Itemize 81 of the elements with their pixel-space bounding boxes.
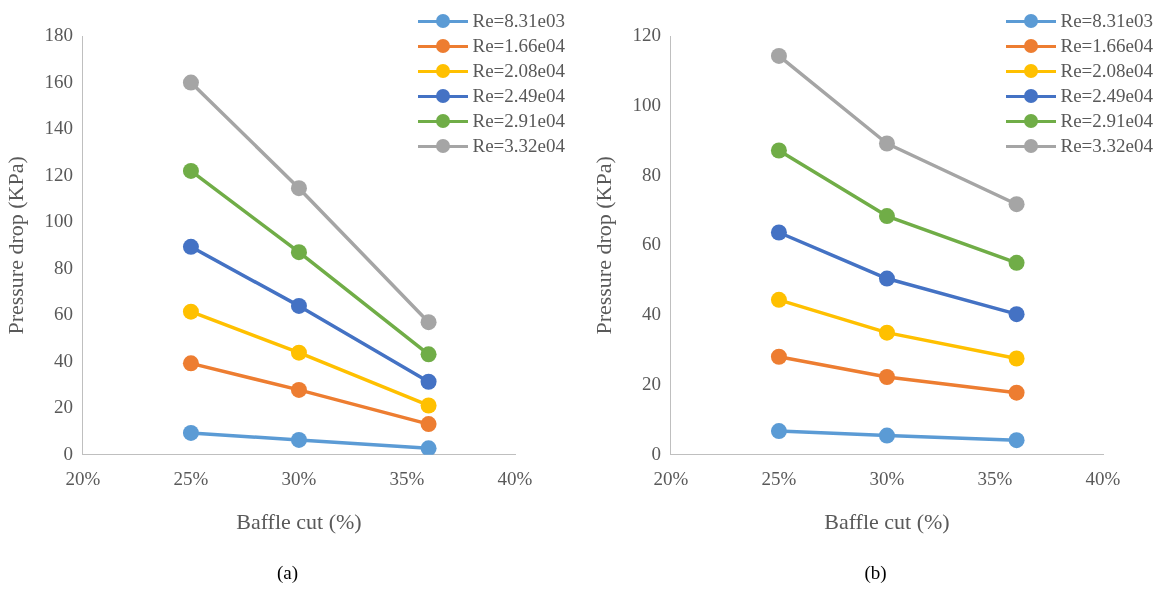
point (290, 297, 307, 314)
y-tick-label: 140 (44, 117, 73, 139)
legend-label: Re=3.32e04 (1060, 134, 1153, 158)
legend-label: Re=1.66e04 (1060, 34, 1153, 58)
point (182, 303, 199, 320)
legend-label: Re=2.08e04 (472, 59, 565, 83)
x-tick-label: 25% (173, 468, 209, 490)
y-tick-label: 20 (641, 372, 661, 394)
point (290, 180, 307, 197)
point (182, 74, 199, 91)
legend-label: Re=3.32e04 (472, 134, 565, 158)
point (770, 47, 787, 64)
x-tick-label: 35% (977, 468, 1013, 490)
y-tick-label: 80 (53, 256, 73, 278)
point (290, 431, 307, 448)
point (878, 135, 895, 152)
legend-label: Re=2.49e04 (472, 84, 565, 108)
point (770, 224, 787, 241)
point (290, 344, 307, 361)
point (182, 355, 199, 372)
point (420, 440, 437, 455)
y-tick-label: 40 (641, 303, 661, 325)
point (770, 291, 787, 308)
x-axis-title: Baffle cut (%) (824, 508, 950, 534)
text: (a) (275, 562, 300, 584)
x-axis-title: Baffle cut (%) (236, 508, 362, 534)
point (290, 381, 307, 398)
x-tick-label: 30% (869, 468, 905, 490)
y-tick-label: 120 (632, 23, 661, 45)
point (1008, 196, 1025, 213)
legend-label: Re=8.31e03 (1060, 9, 1153, 33)
point (1008, 350, 1025, 367)
point (770, 142, 787, 159)
y-axis-title: Pressure drop (KPa) (2, 156, 28, 335)
y-tick-label: 60 (641, 233, 661, 255)
legend-label: Re=8.31e03 (472, 9, 565, 33)
y-tick-label: 80 (641, 163, 661, 185)
x-tick-label: 20% (653, 468, 689, 490)
y-axis-title: Pressure drop (KPa) (590, 156, 616, 335)
legend-label: Re=2.91e04 (1060, 109, 1153, 133)
point (878, 270, 895, 287)
x-tick-label: 35% (389, 468, 425, 490)
point (420, 346, 437, 363)
legend-label: Re=2.49e04 (1060, 84, 1153, 108)
point (1008, 254, 1025, 271)
point (770, 348, 787, 365)
point (420, 314, 437, 331)
point (420, 397, 437, 414)
y-tick-label: 60 (53, 303, 73, 325)
y-tick-label: 100 (632, 93, 661, 115)
x-tick-label: 30% (281, 468, 317, 490)
point (182, 162, 199, 179)
point (1008, 384, 1025, 401)
x-tick-label: 25% (761, 468, 797, 490)
y-tick-label: 160 (44, 70, 73, 92)
point (770, 423, 787, 440)
legend-label: Re=2.91e04 (472, 109, 565, 133)
x-tick-label: 40% (1085, 468, 1121, 490)
y-tick-label: 120 (44, 163, 73, 185)
text: (b) (863, 562, 888, 584)
y-tick-label: 0 (651, 442, 661, 464)
point (182, 238, 199, 255)
y-tick-label: 20 (53, 396, 73, 418)
y-tick-label: 40 (53, 349, 73, 371)
x-tick-label: 40% (497, 468, 533, 490)
y-tick-label: 180 (44, 23, 73, 45)
point (1008, 306, 1025, 323)
point (290, 244, 307, 261)
point (878, 324, 895, 341)
point (878, 368, 895, 385)
legend-label: Re=1.66e04 (472, 34, 565, 58)
point (878, 427, 895, 444)
y-tick-label: 0 (63, 442, 73, 464)
y-tick-label: 100 (44, 210, 73, 232)
legend-label: Re=2.08e04 (1060, 59, 1153, 83)
point (420, 373, 437, 390)
x-tick-label: 20% (65, 468, 101, 490)
point (1008, 432, 1025, 449)
point (878, 208, 895, 225)
point (420, 416, 437, 433)
point (182, 424, 199, 441)
